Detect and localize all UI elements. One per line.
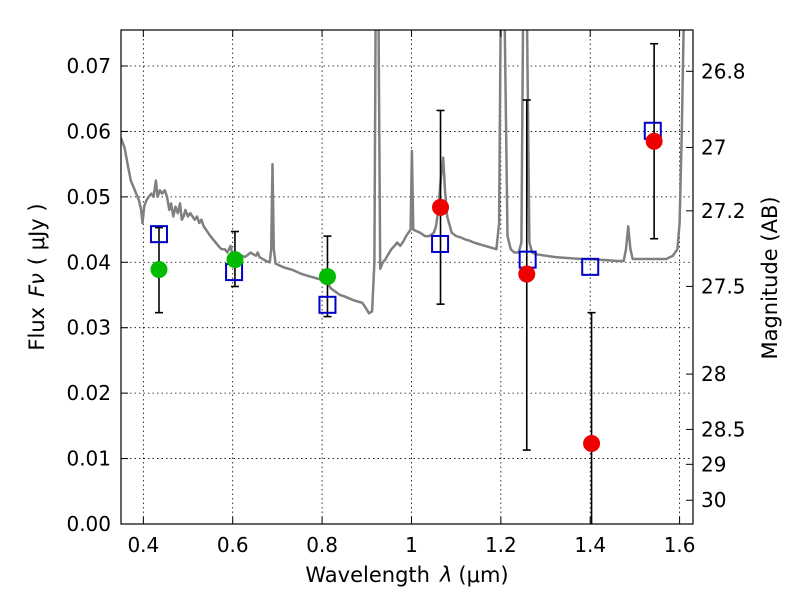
mag-tick-label: 27 — [701, 135, 726, 159]
observed-optical-point — [150, 260, 168, 278]
grid — [121, 30, 693, 525]
model-spectrum-line — [121, 30, 685, 315]
x-tick-label: 1 — [405, 533, 418, 557]
plot-frame — [120, 29, 694, 525]
mag-tick-label: 29 — [701, 452, 726, 476]
mag-tick-label: 27.5 — [701, 274, 746, 298]
model-photometry-point — [581, 257, 600, 276]
y-tick-label: 0.05 — [66, 185, 111, 209]
y-axis-label-symbol: Fν — [25, 273, 49, 297]
model-photometry-point — [149, 225, 168, 244]
y-tick-label: 0.04 — [66, 250, 111, 274]
right-axis-label: Magnitude (AB) — [758, 196, 782, 359]
observed-nir-point — [645, 132, 663, 150]
x-tick-label: 1.6 — [664, 533, 696, 557]
observed-nir-point — [583, 435, 601, 453]
x-tick-label: 0.8 — [306, 533, 338, 557]
x-axis-label-prefix: Wavelength — [305, 563, 430, 587]
ticks: 0.4 0.6 0.8 1 1.2 1.4 1.6 0.00 0.01 0.02 0.03 0.04 0… — [66, 30, 746, 557]
x-tick-label: 0.6 — [217, 533, 249, 557]
observed-optical-point — [318, 268, 336, 286]
model-layer — [121, 30, 685, 315]
x-axis-label-symbol: λ — [439, 563, 452, 587]
y-tick-label: 0.07 — [66, 54, 111, 78]
model-photometry-point — [318, 295, 337, 314]
observed-photometry-layer — [150, 132, 663, 453]
observed-nir-point — [518, 265, 536, 283]
y-axis-label-unit: ( μJy ) — [25, 203, 49, 265]
x-tick-label: 1.4 — [574, 533, 606, 557]
y-tick-label: 0.01 — [66, 447, 111, 471]
model-photometry-point — [431, 234, 450, 253]
y-axis-label: Flux Fν ( μJy ) — [25, 203, 49, 350]
x-tick-label: 1.2 — [485, 533, 517, 557]
y-tick-label: 0.02 — [66, 381, 111, 405]
observed-optical-point — [226, 251, 244, 269]
mag-tick-label: 26.8 — [701, 59, 746, 83]
model-photometry-layer — [149, 121, 662, 314]
x-tick-label: 0.4 — [127, 533, 159, 557]
mag-tick-label: 28.5 — [701, 417, 746, 441]
x-axis-label: Wavelength λ (μm) — [305, 563, 508, 587]
y-axis-label-prefix: Flux — [25, 307, 49, 351]
y-tick-label: 0.06 — [66, 119, 111, 143]
y-tick-label: 0.00 — [66, 512, 111, 536]
mag-tick-label: 28 — [701, 362, 726, 386]
errorbar-layer — [154, 42, 659, 524]
y-tick-label: 0.03 — [66, 316, 111, 340]
mag-tick-label: 30 — [701, 488, 726, 512]
x-axis-label-unit: (μm) — [458, 563, 508, 587]
observed-nir-point — [432, 198, 450, 216]
mag-tick-label: 27.2 — [701, 199, 746, 223]
